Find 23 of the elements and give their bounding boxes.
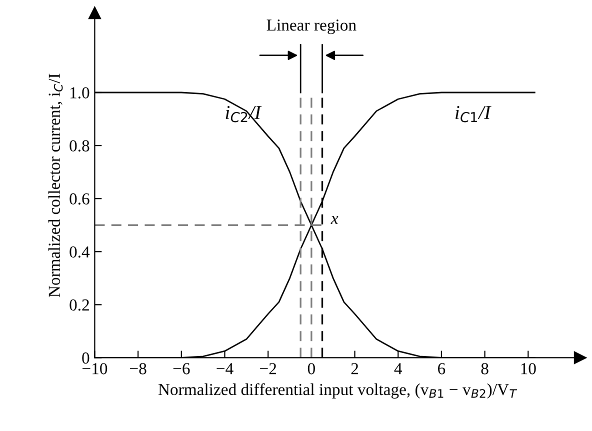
x-tick-label: 2 — [351, 363, 358, 374]
x-axis-title: Normalized differential input voltage, (v$_{B1}$ − v$_{B2}$)/V$_{T}$ — [158, 383, 518, 399]
series-label: i$_{C1}$/I — [456, 106, 492, 122]
annotation: Linear region — [266, 20, 356, 34]
x-tick-label: 0 — [308, 363, 315, 374]
y-tick-label: 0.8 — [70, 140, 90, 152]
x-tick-label: −4 — [216, 363, 234, 374]
y-tick-label: 1.0 — [70, 87, 90, 99]
y-tick-label: 0.6 — [70, 193, 90, 205]
x-tick-label: 4 — [394, 363, 402, 374]
annotation: x — [330, 216, 338, 224]
x-tick-label: 8 — [481, 363, 488, 374]
x-tick-label: −6 — [173, 363, 190, 374]
x-tick-label: 6 — [438, 363, 446, 374]
x-tick-label: −2 — [260, 363, 276, 374]
series-label: i$_{C2}$/I — [226, 106, 262, 122]
y-tick-label: 0 — [82, 352, 90, 364]
y-tick-label: 0.2 — [70, 299, 89, 311]
x-tick-label: −8 — [130, 363, 146, 374]
x-tick-label: −10 — [82, 363, 108, 374]
y-axis-title: Normalized collector current, i$_{C}$/I — [48, 74, 63, 298]
y-tick-label: 0.4 — [70, 246, 90, 258]
x-tick-label: 10 — [521, 363, 536, 374]
